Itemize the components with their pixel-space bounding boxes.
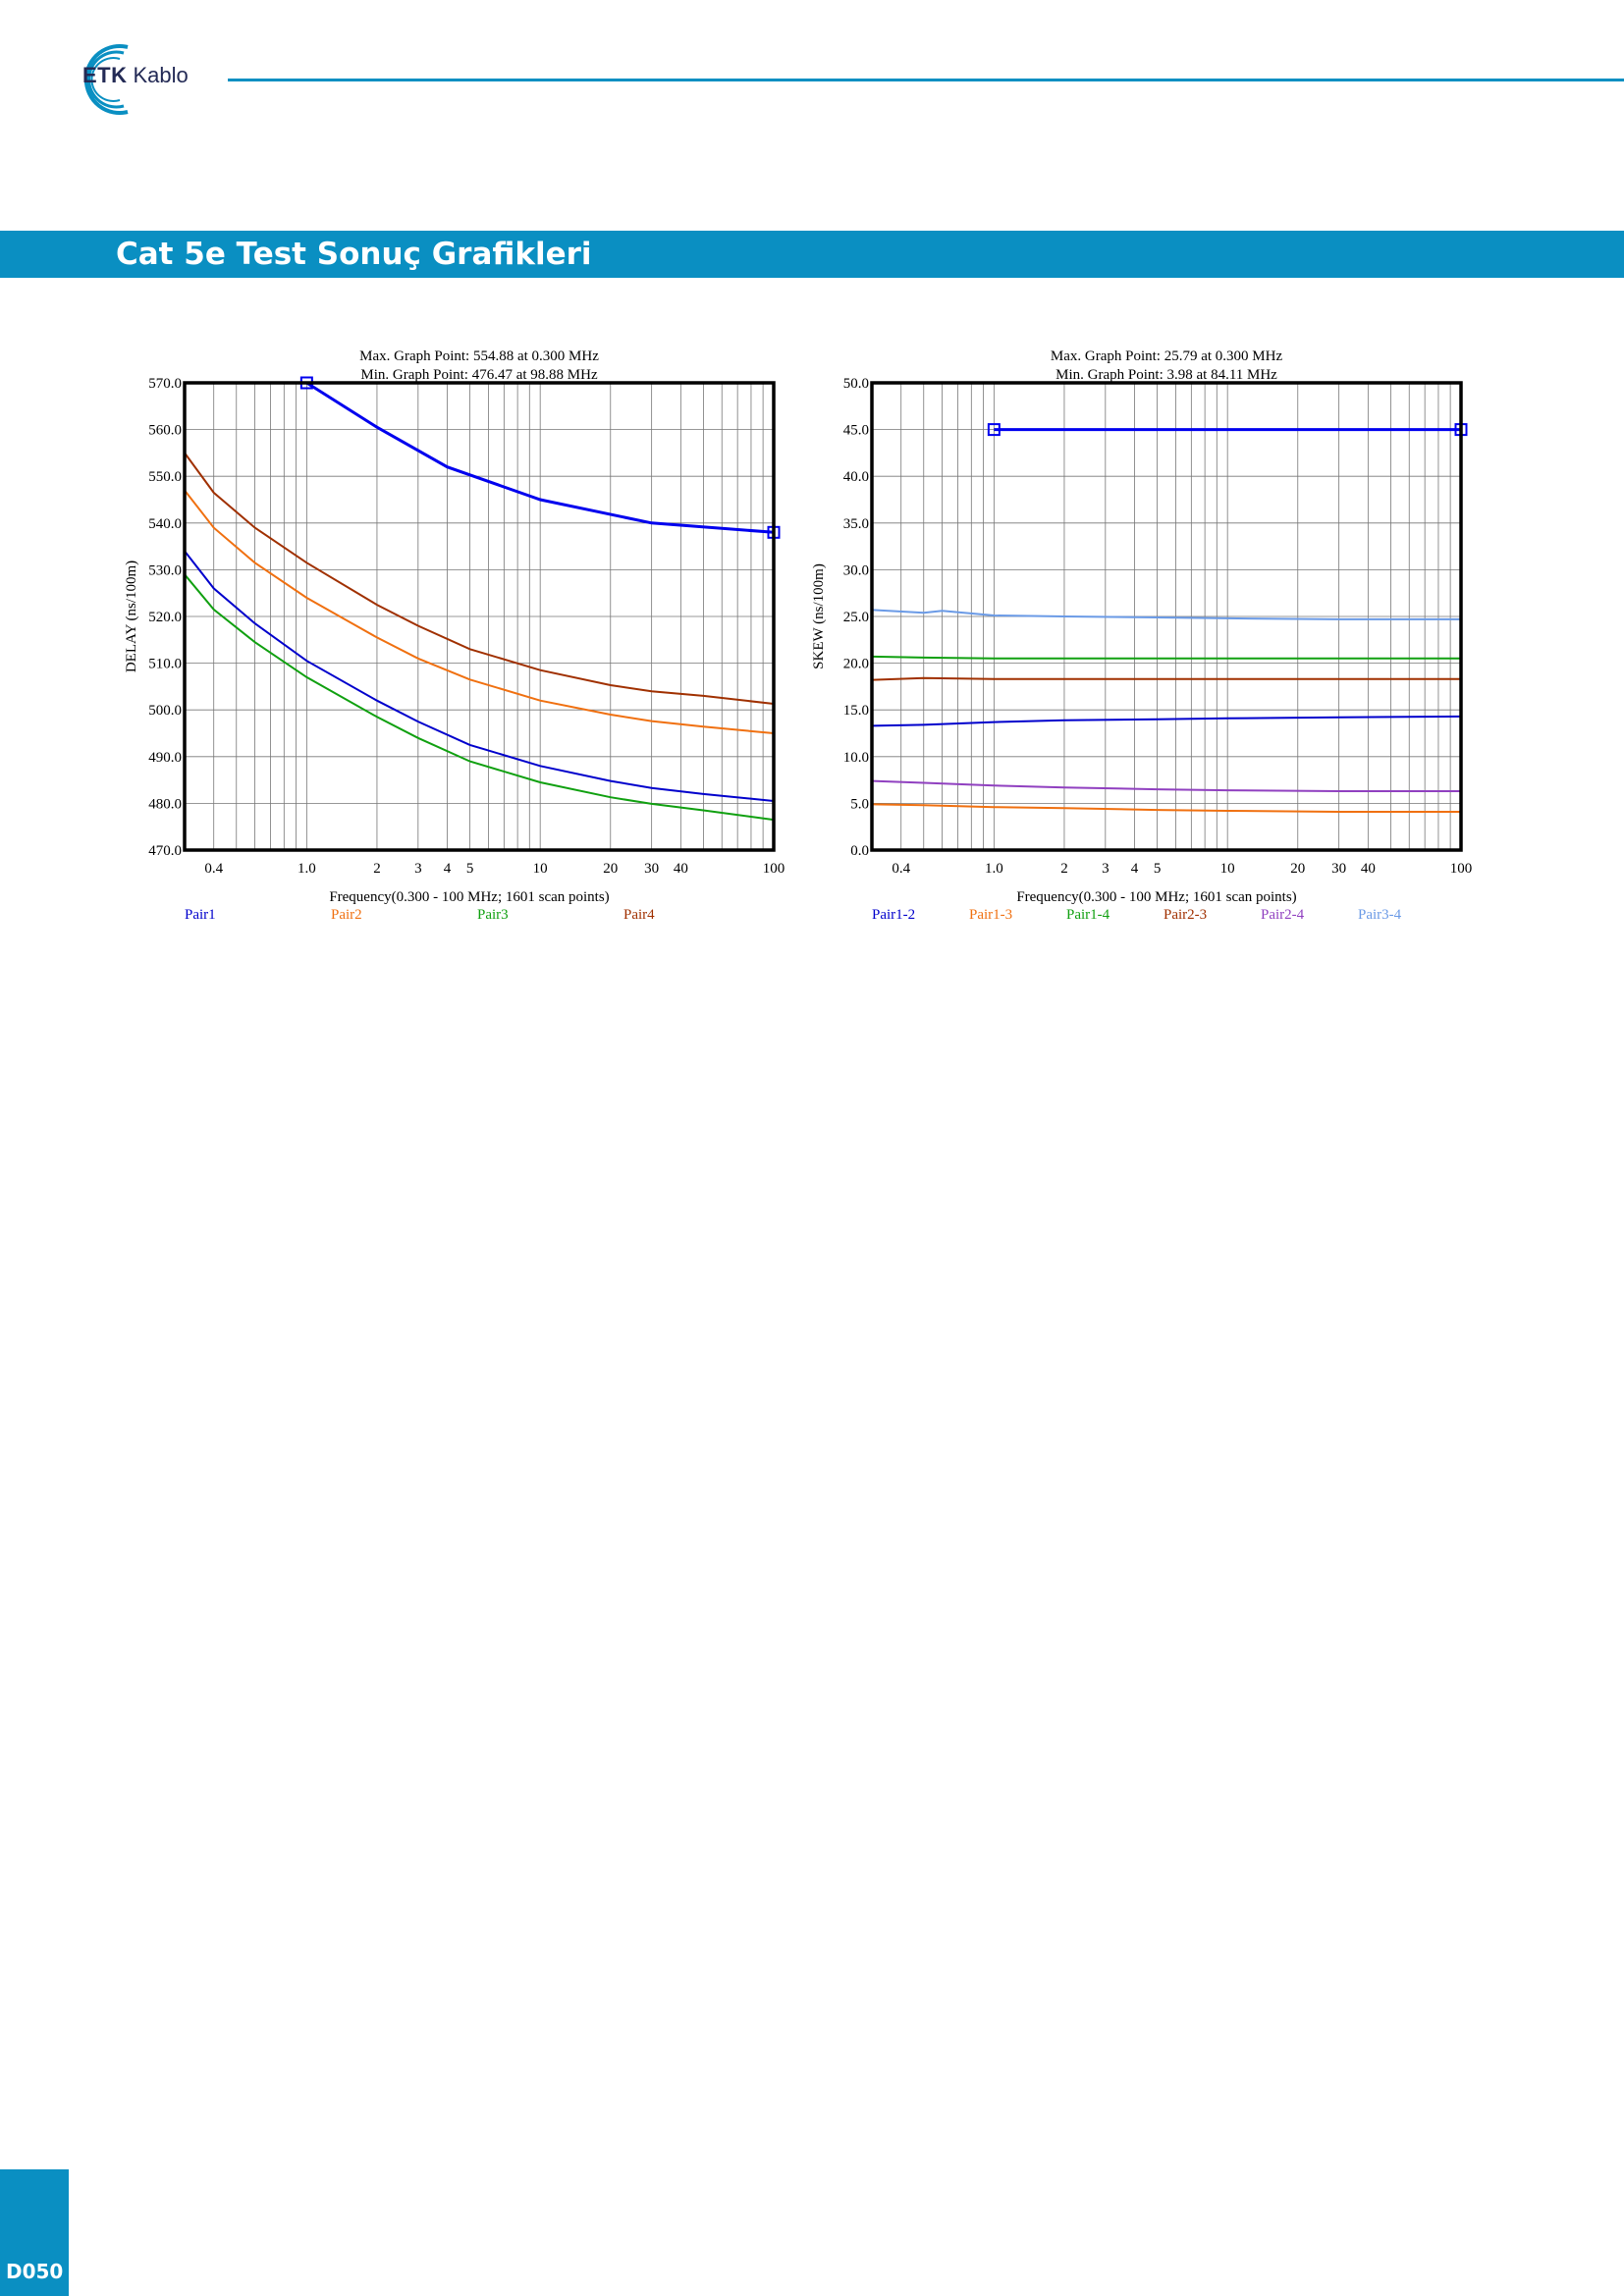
skew-series-pair2-4 [871,779,1461,792]
skew-legend-pair1-2: Pair1-2 [872,907,915,923]
delay-yaxis-label: DELAY (ns/100m) [124,561,139,672]
skew-ytick-label: 0.0 [850,843,869,859]
delay-ytick-label: 570.0 [148,376,182,392]
delay-series-pair4 [184,452,775,705]
delay-ytick-label: 520.0 [148,610,182,625]
skew-xtick-label: 5 [1154,861,1162,877]
page-tab: D050 [0,2169,69,2296]
skew-legend-pair2-4: Pair2-4 [1261,907,1305,923]
skew-plot-frame [870,381,1463,852]
skew-series-pair3-4 [871,609,1461,620]
skew-ytick-label: 10.0 [843,750,869,766]
skew-ytick-label: 5.0 [850,796,869,812]
delay-xtick-label: 5 [466,861,474,877]
delay-chart: 470.0 480.0 490.0 500.0 510.0 520.0 530.0 540.0… [116,344,803,933]
skew-series-pair2-3 [871,676,1461,681]
delay-ytick-label: 560.0 [148,423,182,439]
skew-xtick-label: 100 [1450,861,1473,877]
skew-xtick-label: 30 [1331,861,1346,877]
delay-ytick-label: 490.0 [148,750,182,766]
skew-ytick-label: 30.0 [843,562,869,578]
skew-ytick-label: 40.0 [843,469,869,485]
delay-xtick-label: 30 [644,861,659,877]
skew-xtick-label: 10 [1220,861,1235,877]
delay-legend-pair2: Pair2 [331,907,362,923]
delay-series-pair1 [184,550,775,802]
skew-xtick-label: 40 [1361,861,1376,877]
skew-yaxis-label: SKEW (ns/100m) [811,563,827,669]
skew-series-pair1-4 [871,655,1461,660]
skew-xtick-label: 1.0 [985,861,1003,877]
delay-ytick-label: 540.0 [148,516,182,532]
delay-ytick-label: 500.0 [148,703,182,719]
skew-legend-pair1-3: Pair1-3 [969,907,1012,923]
skew-legend-pair2-3: Pair2-3 [1164,907,1207,923]
page-title: Cat 5e Test Sonuç Grafikleri [116,237,592,272]
delay-ytick-label: 470.0 [148,843,182,859]
skew-series-pair1-3 [871,803,1461,813]
delay-xtick-label: 100 [763,861,785,877]
skew-min-point-label: Min. Graph Point: 3.98 at 84.11 MHz [1056,367,1277,383]
delay-series-pair2 [184,489,775,734]
title-banner: Cat 5e Test Sonuç Grafikleri [0,231,1624,278]
skew-legend-pair1-4: Pair1-4 [1066,907,1110,923]
skew-ytick-label: 25.0 [843,610,869,625]
delay-ytick-label: 510.0 [148,657,182,672]
delay-limit-line [305,381,775,534]
skew-xtick-label: 3 [1102,861,1110,877]
logo-wordmark: ETK Kablo [82,63,189,88]
skew-max-point-label: Max. Graph Point: 25.79 at 0.300 MHz [1051,348,1283,364]
skew-xtick-label: 20 [1290,861,1305,877]
delay-series-pair3 [184,573,775,822]
delay-legend-pair3: Pair3 [477,907,509,923]
skew-series-pair1-2 [871,715,1462,727]
logo-primary: ETK [82,63,128,87]
delay-xtick-label: 20 [603,861,618,877]
skew-xaxis-label: Frequency(0.300 - 100 MHz; 1601 scan poi… [1016,889,1296,905]
skew-legend-pair3-4: Pair3-4 [1358,907,1402,923]
skew-chart: 0.0 5.0 10.0 15.0 20.0 25.0 30.0 35.0 40.0 45.0 50… [803,344,1490,933]
page-number: D050 [6,2260,64,2283]
delay-plot-frame [183,381,776,852]
logo-secondary: Kablo [133,63,189,87]
skew-ytick-label: 20.0 [843,657,869,672]
skew-xtick-label: 4 [1131,861,1139,877]
delay-legend-pair1: Pair1 [185,907,216,923]
delay-xtick-label: 2 [373,861,381,877]
delay-xtick-label: 3 [414,861,422,877]
delay-xtick-label: 4 [444,861,452,877]
skew-ytick-label: 45.0 [843,423,869,439]
skew-limit-marker [987,423,1001,437]
delay-xtick-label: 10 [533,861,548,877]
skew-xtick-label: 2 [1060,861,1068,877]
delay-min-point-label: Min. Graph Point: 476.47 at 98.88 MHz [360,367,598,383]
skew-xtick-label: 0.4 [892,861,910,877]
delay-xaxis-label: Frequency(0.300 - 100 MHz; 1601 scan poi… [329,889,609,905]
logo-emblem-icon [83,44,129,115]
delay-ytick-label: 480.0 [148,796,182,812]
delay-max-point-label: Max. Graph Point: 554.88 at 0.300 MHz [359,348,599,364]
delay-ytick-label: 530.0 [148,562,182,578]
delay-chart-svg: 470.0 480.0 490.0 500.0 510.0 520.0 530.0 540.0… [124,348,785,923]
skew-chart-svg: 0.05.010.015.020.025.030.035.040.045.050… [811,348,1473,923]
delay-xtick-label: 0.4 [204,861,223,877]
skew-ytick-label: 35.0 [843,516,869,532]
header-rule [228,79,1624,81]
delay-ytick-label: 550.0 [148,469,182,485]
skew-ytick-label: 15.0 [843,703,869,719]
delay-xtick-label: 40 [674,861,688,877]
delay-legend-pair4: Pair4 [623,907,655,923]
skew-ytick-label: 50.0 [843,376,869,392]
delay-xtick-label: 1.0 [298,861,316,877]
